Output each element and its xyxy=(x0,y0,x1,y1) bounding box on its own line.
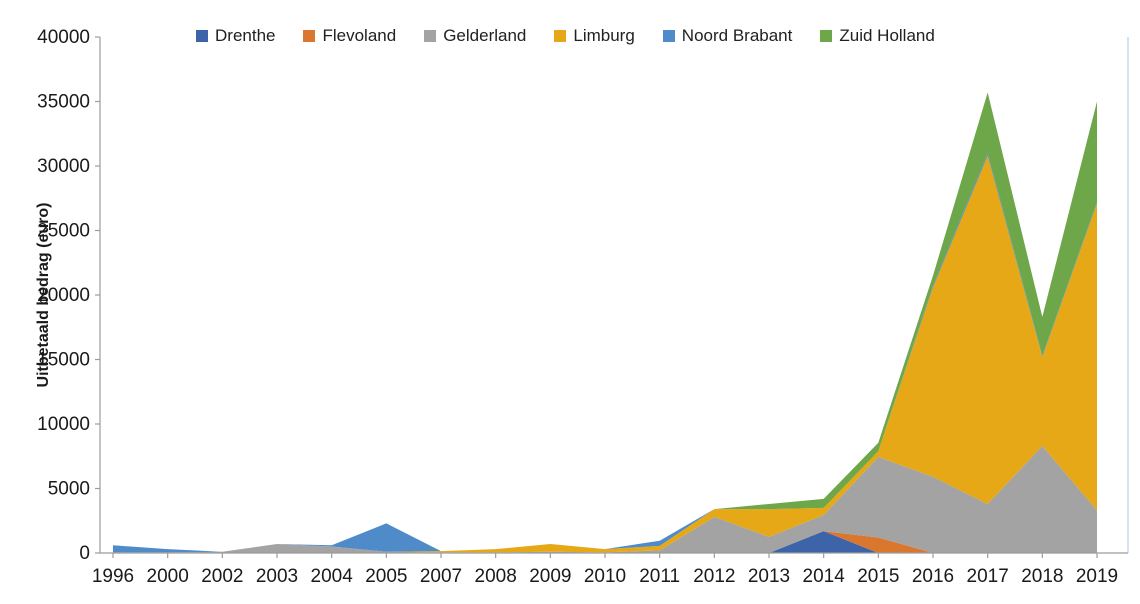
x-tick-label: 2009 xyxy=(529,566,571,587)
series-area-drenthe xyxy=(113,531,1097,553)
x-tick-label: 2015 xyxy=(857,566,899,587)
y-tick-label: 15000 xyxy=(37,350,90,371)
x-tick-label: 2004 xyxy=(311,566,354,587)
legend-label: Noord Brabant xyxy=(681,26,793,45)
x-tick-label: 2014 xyxy=(803,566,846,587)
x-tick-label: 2018 xyxy=(1021,566,1063,587)
legend-item-limburg: Limburg xyxy=(554,26,635,45)
x-tick-label: 2003 xyxy=(256,566,298,587)
legend-swatch-icon xyxy=(820,30,833,42)
y-tick-label: 25000 xyxy=(37,221,90,242)
legend-label: Flevoland xyxy=(322,26,397,45)
y-axis-title: Uitbetaald bedrag (euro) xyxy=(35,202,52,388)
legend-label: Gelderland xyxy=(443,26,527,45)
y-tick-label: 20000 xyxy=(37,285,90,306)
series-area-zuid-holland xyxy=(113,92,1097,552)
x-tick-label: 2012 xyxy=(693,566,735,587)
legend-item-gelderland: Gelderland xyxy=(424,27,526,45)
x-tick-label: 2007 xyxy=(420,566,462,587)
legend-label: Zuid Holland xyxy=(839,26,935,45)
x-tick-label: 2000 xyxy=(147,566,189,587)
legend-label: Drenthe xyxy=(215,26,276,45)
x-tick-label: 2013 xyxy=(748,566,790,587)
x-tick-label: 2017 xyxy=(967,566,1009,587)
y-tick-label: 10000 xyxy=(37,414,90,435)
x-tick-label: 2011 xyxy=(639,566,680,587)
x-tick-label: 2002 xyxy=(201,566,243,587)
x-tick-label: 2008 xyxy=(475,566,517,587)
legend-item-drenthe: Drenthe xyxy=(196,27,275,45)
y-tick-label: 35000 xyxy=(37,92,90,113)
legend-item-flevoland: Flevoland xyxy=(303,27,396,45)
y-tick-label: 0 xyxy=(79,543,90,564)
x-tick-label: 1996 xyxy=(92,566,134,587)
y-tick-label: 5000 xyxy=(48,479,90,500)
legend-swatch-icon xyxy=(303,30,316,42)
x-tick-label: 2019 xyxy=(1076,566,1118,587)
series-area-flevoland xyxy=(113,531,1097,553)
y-tick-label: 40000 xyxy=(37,27,90,48)
x-tick-label: 2010 xyxy=(584,566,626,587)
legend-swatch-icon xyxy=(196,30,208,42)
x-tick-label: 2005 xyxy=(365,566,407,587)
y-tick-label: 30000 xyxy=(37,156,90,177)
legend-swatch-icon xyxy=(662,30,675,42)
legend-swatch-icon xyxy=(554,30,567,42)
series-area-gelderland xyxy=(113,445,1097,553)
legend-item-zuid-holland: Zuid Holland xyxy=(820,26,935,45)
legend-swatch-icon xyxy=(424,30,437,42)
legend: Drenthe Flevoland Gelderland Limburg Noord B… xyxy=(196,27,935,45)
x-tick-label: 2016 xyxy=(912,566,954,587)
legend-item-noord-brabant: Noord Brabant xyxy=(662,26,793,45)
legend-label: Limburg xyxy=(573,26,635,45)
